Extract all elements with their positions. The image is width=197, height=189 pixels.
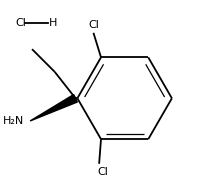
Text: Cl: Cl xyxy=(88,20,99,30)
Text: H₂N: H₂N xyxy=(3,116,24,126)
Text: Cl: Cl xyxy=(98,167,108,177)
Polygon shape xyxy=(30,94,77,121)
Text: Cl: Cl xyxy=(15,18,26,28)
Text: H: H xyxy=(49,18,57,28)
